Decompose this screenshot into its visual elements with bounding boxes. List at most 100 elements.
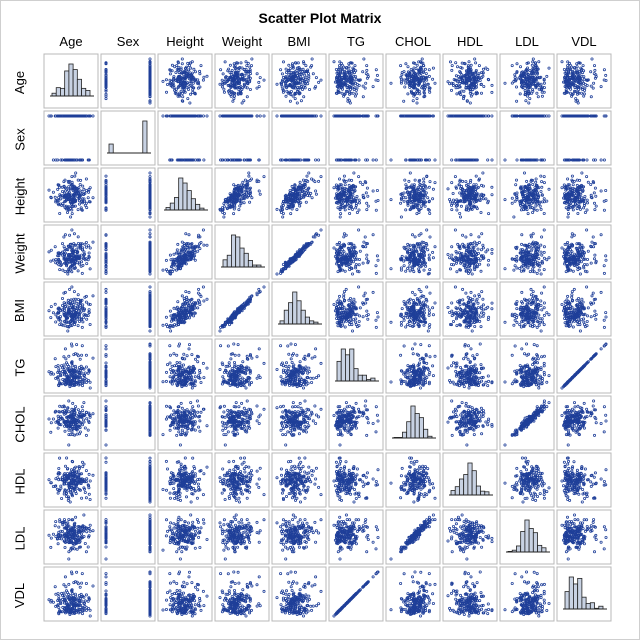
scatter-point [188, 61, 192, 65]
histogram-bar [108, 143, 114, 154]
scatter-point [187, 85, 191, 89]
cell-age-vs-tg [328, 53, 384, 109]
cell-frame [100, 53, 156, 109]
histogram-bar [76, 78, 82, 97]
histogram-bar [169, 202, 175, 211]
cell-frame [271, 110, 327, 166]
scatter-point [191, 77, 195, 81]
scatter-point [148, 61, 152, 65]
scatter-point [104, 89, 108, 93]
cell-sex-vs-bmi [271, 110, 327, 166]
scatter-point [191, 81, 195, 85]
scatter-point [104, 68, 108, 72]
scatter-point [205, 74, 209, 78]
scatter-point [186, 97, 190, 101]
scatter-point [182, 69, 186, 73]
scatter-point [242, 99, 246, 103]
histogram-bar [186, 190, 192, 211]
cell-height-vs-sex [100, 167, 156, 223]
cell-frame [499, 110, 555, 166]
cell-height-vs-chol [385, 167, 441, 223]
scatter-point [178, 94, 182, 98]
scatter-point [104, 61, 108, 65]
scatter-point [193, 91, 197, 95]
column-label-hdl: HDL [456, 34, 483, 49]
scatter-point [187, 64, 191, 68]
scatter-point [185, 65, 189, 69]
scatter-point [148, 91, 152, 95]
scatter-point [180, 99, 184, 103]
scatter-point [202, 75, 206, 79]
scatter-point [182, 89, 186, 93]
cell-frame [214, 110, 270, 166]
cell-height-vs-bmi [271, 167, 327, 223]
scatter-point [148, 76, 152, 80]
cell-height-vs-height [157, 167, 213, 223]
histogram-bar [81, 87, 87, 97]
scatter-point [104, 75, 108, 79]
cell-age-vs-vdl [556, 53, 612, 109]
scatter-point [172, 75, 176, 79]
cell-height-vs-tg [328, 167, 384, 223]
cell-age-vs-height [157, 53, 213, 109]
scatter-point [179, 89, 183, 93]
histogram-bar [195, 203, 201, 211]
scatter-point [244, 60, 248, 64]
scatter-point [183, 85, 187, 89]
scatter-point [176, 60, 180, 64]
scatter-point [148, 57, 152, 61]
scatter-point [245, 95, 249, 99]
scatter-point [104, 71, 108, 75]
scatter-point [180, 91, 184, 95]
scatter-point [191, 88, 195, 92]
scatter-point [190, 71, 194, 75]
cell-sex-vs-weight [214, 110, 270, 166]
scatter-point [104, 85, 108, 89]
scatter-point [104, 81, 108, 85]
scatter-point [182, 71, 186, 75]
scatter-point [231, 99, 235, 103]
histogram-bar [64, 70, 70, 97]
scatter-point [179, 68, 183, 72]
column-label-sex: Sex [116, 34, 140, 49]
scatter-point [171, 78, 175, 82]
scatter-point [246, 61, 250, 65]
scatter-point [188, 101, 192, 105]
column-label-bmi: BMI [287, 34, 311, 49]
cell-sex-vs-age [43, 110, 99, 166]
scatter-point [192, 67, 196, 71]
histogram-bar [68, 63, 74, 97]
cell-sex-vs-ldl [499, 110, 555, 166]
scatter-point [184, 75, 188, 79]
cell-sex-vs-height [157, 110, 213, 166]
scatter-point [175, 68, 179, 72]
cell-frame [385, 110, 441, 166]
cell-frame [43, 110, 99, 166]
cell-age-vs-bmi [271, 53, 327, 109]
column-label-height: Height [166, 34, 204, 49]
scatter-point [104, 92, 108, 96]
cell-sex-vs-vdl [556, 110, 612, 166]
column-label-tg: TG [346, 34, 366, 49]
scatter-point [168, 68, 172, 72]
scatter-point [165, 83, 169, 87]
scatter-point [198, 85, 202, 89]
scatter-point [104, 88, 108, 92]
scatter-point [181, 95, 185, 99]
scatter-point [201, 78, 205, 82]
cell-frame [100, 167, 156, 223]
scatter-point [184, 82, 188, 86]
cell-sex-vs-tg [328, 110, 384, 166]
scatter-point [171, 81, 175, 85]
scatter-point [179, 66, 183, 70]
cell-frame [157, 110, 213, 166]
cell-height-vs-age [43, 167, 99, 223]
scatter-point [187, 73, 191, 77]
scatter-point [173, 65, 177, 69]
scatter-point [175, 78, 179, 82]
histogram-bar [190, 198, 196, 211]
scatter-point [189, 80, 193, 84]
scatter-point [180, 57, 184, 61]
cell-sex-vs-sex [100, 110, 156, 166]
